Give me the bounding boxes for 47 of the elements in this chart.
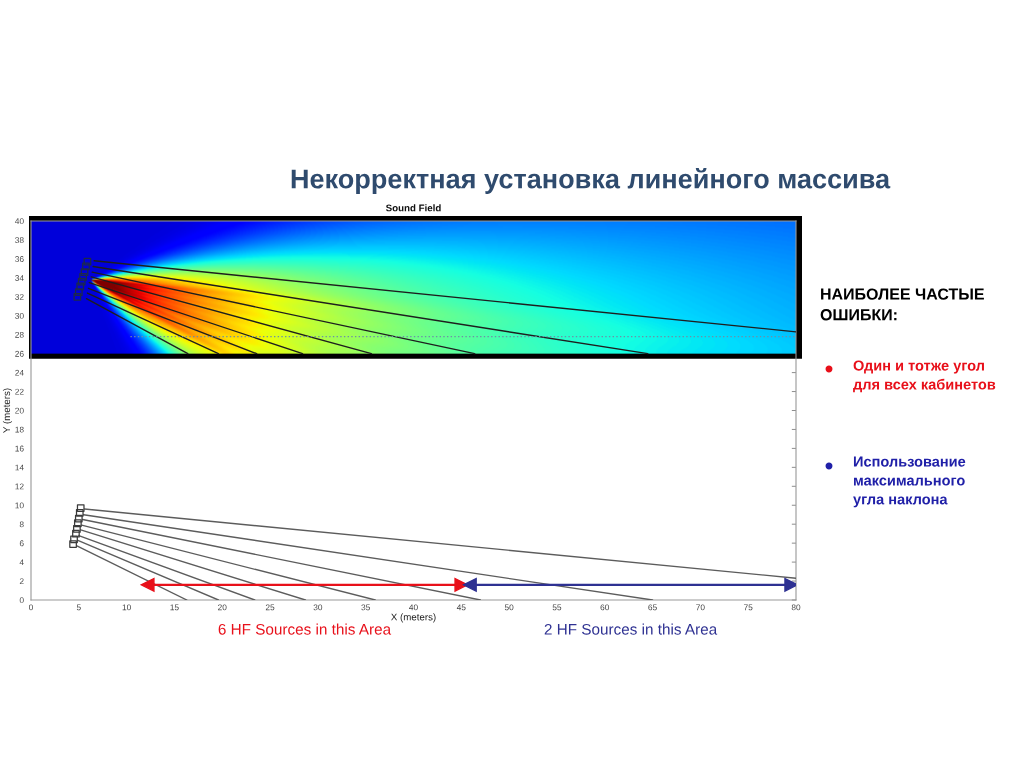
y-tick-label: 12 [15, 483, 24, 490]
x-tick-label: 75 [743, 604, 753, 611]
x-axis-title: X (meters) [391, 613, 436, 623]
x-tick-label: 50 [504, 604, 514, 611]
y-tick-label: 8 [19, 521, 24, 528]
y-tick-label: 36 [15, 256, 24, 262]
y-tick-label: 6 [19, 540, 24, 547]
x-tick-label: 0 [29, 604, 33, 611]
y-tick-label: 0 [19, 597, 24, 604]
y-tick-label: 38 [15, 237, 24, 244]
text: 2 HF Sources in this Area [544, 623, 718, 635]
y-axis-title: Y (meters) [2, 388, 12, 433]
y-tick-label: 20 [15, 407, 24, 414]
text: 6 HF Sources in this Area [218, 623, 392, 635]
y-tick-label: 24 [15, 369, 24, 376]
y-tick-label: 2 [19, 578, 24, 585]
y-tick-label: 26 [15, 350, 24, 357]
x-tick-label: 40 [409, 604, 418, 611]
x-tick-label: 55 [552, 604, 562, 611]
y-tick-label: 22 [15, 388, 24, 395]
chart-subtitle: Sound Field [385, 204, 441, 212]
y-tick-label: 10 [15, 502, 24, 509]
x-tick-label: 25 [265, 604, 275, 611]
x-tick-label: 70 [696, 604, 705, 611]
x-tick-label: 80 [791, 604, 801, 611]
x-tick-label: 5 [76, 604, 81, 611]
y-tick-label: 40 [14, 218, 24, 225]
y-tick-label: 32 [15, 294, 24, 300]
text: НАИБОЛЕЕ ЧАСТЫЕ ОШИБКИ: [820, 288, 984, 321]
chart-title: Некорректная установка линейного массива [291, 168, 891, 194]
text: Использование максимального угла наклона [853, 456, 966, 508]
y-tick-label: 14 [15, 464, 24, 471]
x-tick-label: 35 [361, 604, 370, 611]
text: Один и тотже угол для всех кабинетов [853, 360, 996, 393]
x-tick-label: 30 [313, 604, 323, 611]
x-tick-label: 45 [456, 604, 466, 611]
x-tick-label: 60 [600, 604, 610, 611]
y-tick-label: 16 [15, 445, 24, 452]
y-tick-label: 30 [15, 312, 24, 319]
y-tick-label: 28 [15, 331, 24, 338]
y-tick-label: 34 [15, 275, 24, 281]
y-tick-label: 18 [15, 426, 24, 433]
y-tick-label: 4 [19, 559, 24, 566]
x-tick-label: 10 [122, 604, 131, 611]
x-tick-label: 65 [648, 604, 657, 611]
x-tick-label: 20 [218, 604, 227, 611]
x-tick-label: 15 [170, 604, 179, 611]
